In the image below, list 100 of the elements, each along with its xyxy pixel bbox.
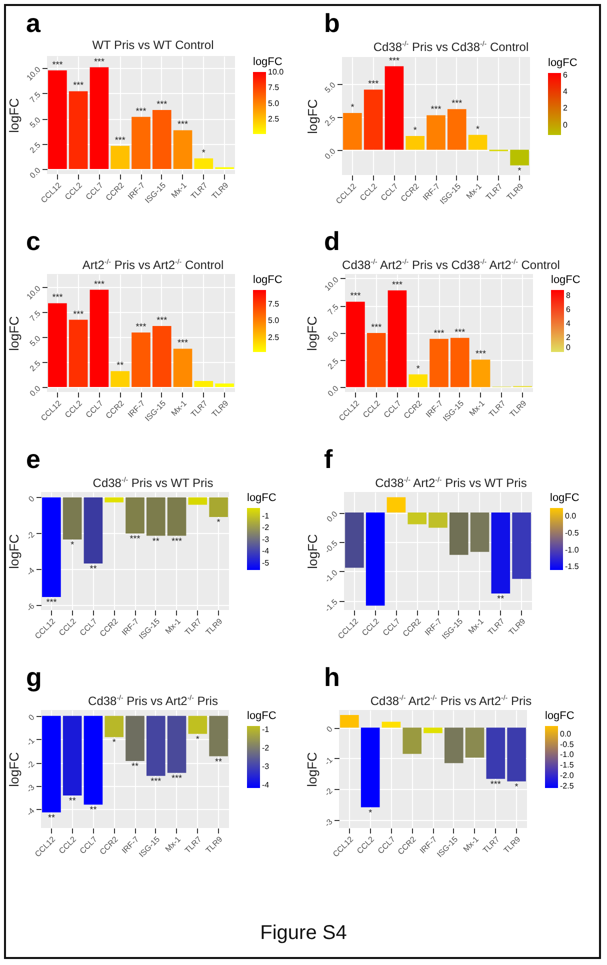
color-bar-label: 0.0 <box>560 730 572 738</box>
y-tick-label: -1 <box>322 755 335 767</box>
y-axis-title: logFC <box>304 99 320 134</box>
color-bar-label: -2.0 <box>560 770 574 780</box>
chart-title: WT Pris vs WT Control <box>92 38 214 52</box>
data-label: * <box>112 737 116 748</box>
color-bar-title: logFC <box>551 274 580 286</box>
color-bar-label: 2 <box>566 333 571 342</box>
data-label: *** <box>178 119 189 130</box>
data-label: *** <box>136 322 147 332</box>
chart-title: Cd38$^{-/-}$ Art2$^{-/-}$ Pris vs Art2$^{-/-}$ Pris <box>370 694 532 708</box>
y-tick-label: 5.0 <box>326 329 341 344</box>
y-tick-label: -0.5 <box>323 538 340 555</box>
color-bar-label: 2 <box>563 104 568 113</box>
data-label: *** <box>392 279 403 290</box>
y-tick-label: 5.0 <box>28 115 43 130</box>
y-tick-label: 7.5 <box>326 302 341 317</box>
bar <box>382 722 401 728</box>
y-tick-label: 10.0 <box>24 64 43 82</box>
y-tick-label: 5.0 <box>28 334 43 348</box>
bar <box>507 728 526 782</box>
color-bar-label: 6 <box>563 70 568 80</box>
y-tick-label: 2.5 <box>326 356 341 372</box>
data-label: ** <box>90 804 98 815</box>
data-label: *** <box>46 596 58 607</box>
data-label: * <box>413 125 418 136</box>
chart-title: Cd38$^{-/-}$ Pris vs WT Pris <box>92 476 214 490</box>
data-label: ** <box>152 536 160 546</box>
chart-title: Cd38$^{-/-}$ Pris vs Art2$^{-/-}$ Pris <box>88 694 218 708</box>
y-tick-label: 0.0 <box>28 384 43 398</box>
color-bar-title: logFC <box>548 57 578 69</box>
data-label: *** <box>350 290 362 301</box>
color-bar-label: -3 <box>262 534 270 544</box>
text: c <box>25 226 42 256</box>
color-bar-label: -1.0 <box>565 545 580 554</box>
color-bar-label: 0 <box>563 120 568 130</box>
y-tick-label: -1.0 <box>323 568 340 584</box>
text: g <box>25 662 43 692</box>
bar <box>465 728 484 758</box>
color-bar-title: logFC <box>550 492 580 504</box>
chart-title: Art2$^{-/-}$ Pris vs Art2$^{-/-}$ Control <box>82 258 224 272</box>
chart-title: Cd38$^{-/-}$ Art2$^{-/-}$ Pris vs WT Pris <box>375 476 527 490</box>
data-label: *** <box>114 134 126 145</box>
data-label: * <box>350 102 355 112</box>
color-bar-label: 2.5 <box>268 332 280 342</box>
data-label: * <box>476 124 480 134</box>
data-label: *** <box>73 308 84 319</box>
color-bar-label: -0.5 <box>565 528 580 538</box>
color-bar-label: 10.0 <box>268 68 284 76</box>
data-label: * <box>216 517 221 528</box>
data-label: *** <box>130 533 141 544</box>
color-bar-title: logFC <box>253 274 282 286</box>
data-label: *** <box>452 98 463 108</box>
y-axis-title: logFC <box>6 98 22 133</box>
y-tick-label: -4 <box>24 565 37 578</box>
color-bar-label: 4 <box>563 87 568 96</box>
color-bar-label: 7.5 <box>268 83 280 92</box>
color-bar-label: 5.0 <box>268 98 280 108</box>
text: f <box>323 444 334 474</box>
y-tick-label: -1.5 <box>323 597 340 614</box>
data-label: *** <box>172 772 183 783</box>
data-label: *** <box>476 348 487 359</box>
data-label: ** <box>90 564 98 574</box>
data-label: *** <box>454 326 466 337</box>
color-bar-label: 5.0 <box>268 316 280 326</box>
bar <box>486 728 506 779</box>
data-label: *** <box>94 278 105 289</box>
color-bar-label: -2 <box>262 744 270 753</box>
data-label: ** <box>116 360 124 370</box>
data-label: * <box>514 781 519 792</box>
y-tick-label: -3 <box>322 816 335 829</box>
y-tick-label: 0 <box>26 712 37 722</box>
y-tick-label: 0.0 <box>325 509 340 524</box>
y-tick-label: 0.0 <box>323 146 338 162</box>
data-label: * <box>202 147 206 158</box>
y-tick-label: -2 <box>322 786 335 798</box>
data-label: *** <box>371 322 382 332</box>
y-tick-label: 2.5 <box>28 358 43 374</box>
text: h <box>323 662 341 692</box>
color-bar-label: -0.5 <box>560 740 574 749</box>
color-bar-label: -5 <box>262 558 270 568</box>
data-label: *** <box>388 55 400 66</box>
y-axis-title: logFC <box>304 316 320 351</box>
data-label: *** <box>150 776 162 786</box>
color-bar-label: -3 <box>262 762 270 772</box>
color-bar-label: 7.5 <box>268 300 280 309</box>
y-tick-label: -2 <box>24 530 37 542</box>
data-label: *** <box>156 315 168 325</box>
y-axis-title: logFC <box>304 534 320 569</box>
color-bar-label: 0.0 <box>565 512 577 521</box>
color-bar-label: -4 <box>262 780 270 790</box>
color-bar-label: -1 <box>262 511 270 520</box>
color-bar-label: -2.5 <box>560 781 574 790</box>
y-tick-label: 0 <box>26 494 37 504</box>
y-tick-label: 0.0 <box>326 384 341 398</box>
y-tick-label: 10.0 <box>24 284 43 302</box>
y-tick-label: 0 <box>324 724 335 734</box>
y-tick-label: 0.0 <box>28 166 43 180</box>
data-label: * <box>196 734 200 744</box>
color-bar-label: -4 <box>262 546 270 556</box>
